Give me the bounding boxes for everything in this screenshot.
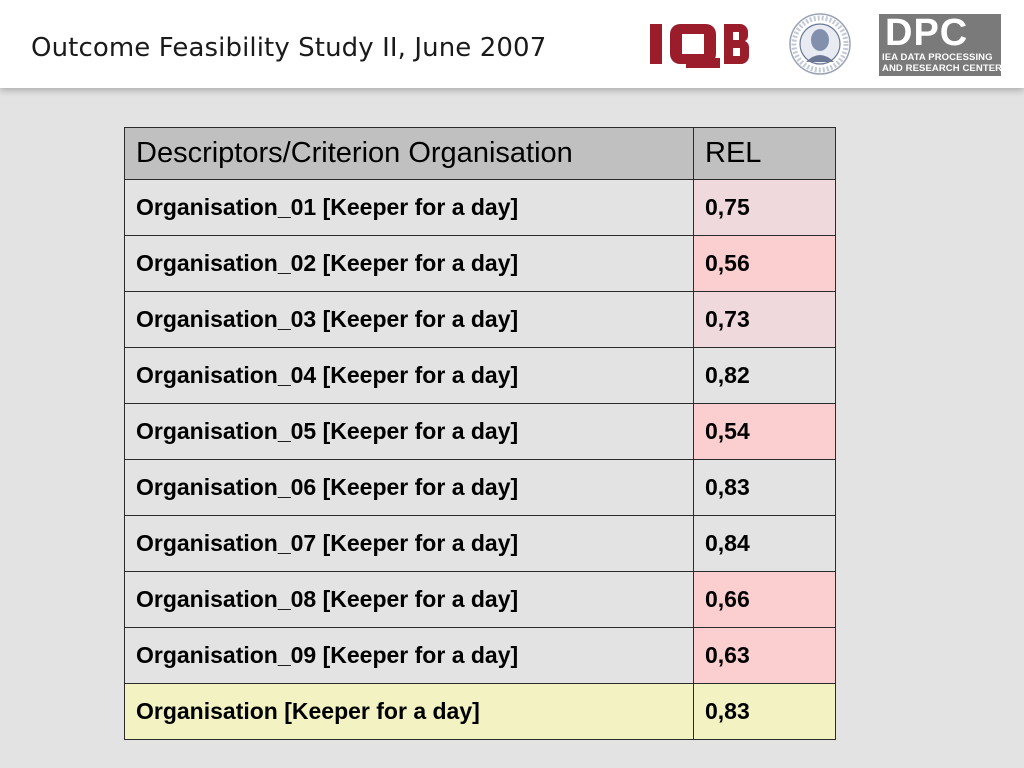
table-row: Organisation_03 [Keeper for a day] 0,73: [124, 291, 836, 348]
table-row: Organisation_05 [Keeper for a day] 0,54: [124, 403, 836, 460]
row-rel-value-cell: 0,83: [693, 459, 836, 516]
dpc-logo-line-2: AND RESEARCH CENTER: [882, 63, 1003, 74]
row-descriptor-cell: Organisation_03 [Keeper for a day]: [124, 291, 694, 348]
row-descriptor-cell: Organisation_08 [Keeper for a day]: [124, 571, 694, 628]
row-rel-value-cell: 0,66: [693, 571, 836, 628]
table-row: Organisation_06 [Keeper for a day] 0,83: [124, 459, 836, 516]
dpc-logo: DPC IEA DATA PROCESSING AND RESEARCH CEN…: [879, 12, 1003, 78]
row-descriptor-cell: Organisation [Keeper for a day]: [124, 683, 694, 740]
iqb-logo: [650, 24, 749, 68]
table-row: Organisation_02 [Keeper for a day] 0,56: [124, 235, 836, 292]
row-descriptor-cell: Organisation_01 [Keeper for a day]: [124, 179, 694, 236]
column-header-rel: REL: [693, 127, 836, 180]
row-descriptor-cell: Organisation_07 [Keeper for a day]: [124, 515, 694, 572]
table-row: Organisation_01 [Keeper for a day] 0,75: [124, 179, 836, 236]
row-rel-value-cell: 0,84: [693, 515, 836, 572]
table-row: Organisation_09 [Keeper for a day] 0,63: [124, 627, 836, 684]
column-header-descriptor: Descriptors/Criterion Organisation: [124, 127, 694, 180]
dpc-logo-background: [879, 14, 1001, 76]
slide-title: Outcome Feasibility Study II, June 2007: [31, 33, 547, 63]
row-rel-value-cell: 0,56: [693, 235, 836, 292]
slide-header: Outcome Feasibility Study II, June 2007 …: [0, 0, 1024, 88]
university-seal-icon: [789, 13, 851, 75]
table-row: Organisation_07 [Keeper for a day] 0,84: [124, 515, 836, 572]
row-rel-value-cell: 0,82: [693, 347, 836, 404]
table-body: Organisation_01 [Keeper for a day] 0,75 Or…: [124, 179, 836, 740]
table-row: Organisation_04 [Keeper for a day] 0,82: [124, 347, 836, 404]
row-descriptor-cell: Organisation_05 [Keeper for a day]: [124, 403, 694, 460]
dpc-logo-letters: DPC: [885, 12, 969, 54]
row-descriptor-cell: Organisation_06 [Keeper for a day]: [124, 459, 694, 516]
row-rel-value-cell: 0,83: [693, 683, 836, 740]
table-row: Organisation_08 [Keeper for a day] 0,66: [124, 571, 836, 628]
table-summary-row: Organisation [Keeper for a day] 0,83: [124, 683, 836, 740]
row-rel-value-cell: 0,63: [693, 627, 836, 684]
dpc-logo-line-1: IEA DATA PROCESSING: [882, 52, 993, 63]
table-header-row: Descriptors/Criterion Organisation REL: [124, 127, 836, 180]
row-rel-value-cell: 0,73: [693, 291, 836, 348]
row-descriptor-cell: Organisation_02 [Keeper for a day]: [124, 235, 694, 292]
row-descriptor-cell: Organisation_09 [Keeper for a day]: [124, 627, 694, 684]
reliability-table: Descriptors/Criterion Organisation REL O…: [124, 127, 836, 740]
row-rel-value-cell: 0,54: [693, 403, 836, 460]
row-rel-value-cell: 0,75: [693, 179, 836, 236]
row-descriptor-cell: Organisation_04 [Keeper for a day]: [124, 347, 694, 404]
